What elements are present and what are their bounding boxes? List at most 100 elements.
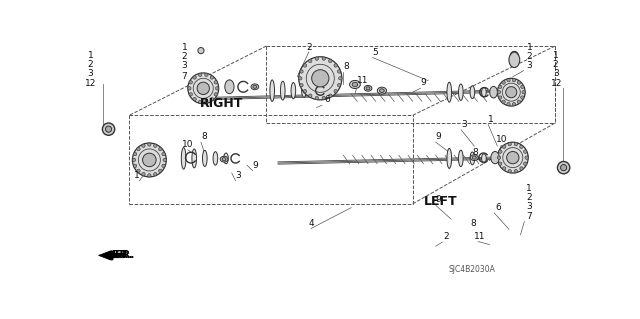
Circle shape — [337, 84, 341, 87]
Text: 10: 10 — [182, 140, 193, 149]
Circle shape — [300, 84, 303, 87]
Circle shape — [197, 82, 209, 94]
Circle shape — [137, 147, 140, 151]
Ellipse shape — [458, 150, 463, 167]
Ellipse shape — [220, 156, 228, 162]
Circle shape — [299, 57, 342, 100]
Text: 2: 2 — [307, 43, 312, 52]
Circle shape — [216, 87, 219, 90]
Circle shape — [308, 59, 312, 63]
Circle shape — [502, 145, 506, 148]
Circle shape — [524, 150, 527, 153]
Ellipse shape — [482, 87, 486, 97]
Circle shape — [188, 73, 219, 104]
Text: 12: 12 — [550, 79, 562, 88]
Circle shape — [557, 161, 570, 174]
Text: 3: 3 — [236, 171, 241, 180]
Circle shape — [214, 81, 218, 84]
Text: 9: 9 — [436, 196, 442, 204]
Circle shape — [524, 162, 527, 165]
Circle shape — [497, 156, 500, 159]
Circle shape — [497, 78, 525, 106]
Circle shape — [502, 81, 505, 84]
Circle shape — [163, 158, 166, 162]
Circle shape — [137, 169, 140, 173]
Ellipse shape — [470, 152, 475, 165]
Text: 8: 8 — [344, 62, 349, 71]
Text: FR.: FR. — [113, 250, 133, 260]
Circle shape — [334, 64, 337, 67]
Text: 10: 10 — [496, 136, 508, 145]
Circle shape — [132, 158, 136, 162]
Text: 3: 3 — [527, 62, 532, 70]
Text: 7: 7 — [526, 212, 532, 221]
Circle shape — [210, 76, 214, 79]
Ellipse shape — [312, 85, 317, 96]
Circle shape — [193, 98, 196, 101]
Ellipse shape — [270, 80, 275, 101]
Text: FR.: FR. — [115, 250, 134, 260]
Ellipse shape — [352, 82, 358, 87]
Polygon shape — [99, 251, 124, 260]
Circle shape — [514, 169, 518, 173]
Ellipse shape — [192, 149, 196, 168]
Circle shape — [328, 59, 332, 63]
Ellipse shape — [301, 84, 307, 97]
Text: 9: 9 — [253, 161, 259, 170]
Text: 12: 12 — [86, 79, 97, 88]
Circle shape — [337, 70, 341, 73]
Text: 11: 11 — [357, 76, 369, 85]
Ellipse shape — [490, 86, 497, 98]
Circle shape — [512, 78, 516, 82]
Text: SJC4B2030A: SJC4B2030A — [448, 265, 495, 274]
Text: 8: 8 — [472, 148, 477, 157]
Ellipse shape — [251, 84, 259, 90]
Circle shape — [189, 93, 193, 96]
Text: 2: 2 — [527, 52, 532, 61]
Circle shape — [154, 144, 157, 147]
Text: LEFT: LEFT — [424, 195, 458, 208]
Text: 5: 5 — [372, 48, 378, 57]
Circle shape — [499, 96, 502, 99]
Text: 2: 2 — [444, 233, 449, 241]
Ellipse shape — [470, 155, 478, 160]
Ellipse shape — [509, 52, 520, 68]
Text: 1: 1 — [134, 171, 140, 180]
Circle shape — [205, 100, 208, 104]
Circle shape — [517, 100, 520, 103]
Ellipse shape — [202, 150, 207, 167]
Text: 2: 2 — [182, 52, 188, 61]
Circle shape — [334, 90, 337, 93]
Text: 1: 1 — [527, 43, 532, 52]
Circle shape — [502, 167, 506, 170]
Ellipse shape — [447, 148, 452, 168]
Circle shape — [322, 57, 326, 60]
Circle shape — [520, 167, 523, 170]
Circle shape — [143, 153, 156, 167]
Ellipse shape — [364, 85, 372, 91]
Circle shape — [497, 91, 500, 94]
Text: 1: 1 — [88, 51, 93, 60]
Ellipse shape — [458, 84, 463, 100]
Circle shape — [521, 96, 524, 99]
Ellipse shape — [491, 152, 499, 164]
Circle shape — [328, 94, 332, 97]
Circle shape — [210, 98, 214, 101]
Ellipse shape — [225, 80, 234, 94]
Circle shape — [142, 173, 145, 176]
Text: 1: 1 — [526, 184, 532, 193]
Circle shape — [507, 152, 519, 164]
Ellipse shape — [222, 158, 226, 161]
Ellipse shape — [213, 152, 218, 165]
Circle shape — [497, 142, 528, 173]
Circle shape — [300, 70, 303, 73]
Text: 1: 1 — [182, 43, 188, 52]
Circle shape — [502, 100, 505, 103]
Circle shape — [133, 164, 137, 167]
Circle shape — [162, 152, 165, 156]
Circle shape — [507, 78, 510, 82]
Text: 7: 7 — [182, 72, 188, 81]
Circle shape — [517, 81, 520, 84]
Ellipse shape — [470, 86, 475, 99]
Circle shape — [198, 48, 204, 54]
